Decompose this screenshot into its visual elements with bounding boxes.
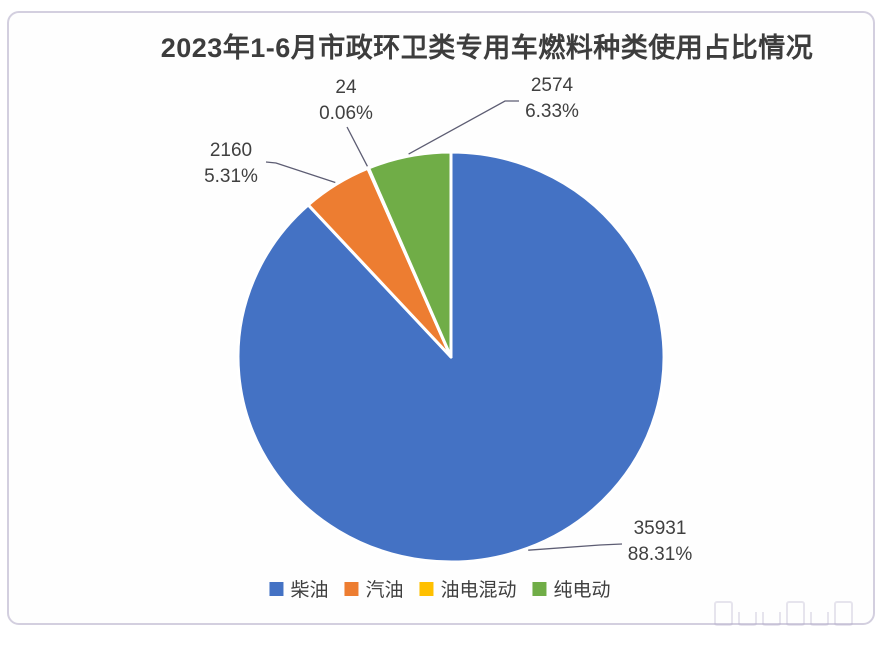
data-label-value: 2574 bbox=[530, 75, 574, 96]
data-label-percent: 0.06% bbox=[319, 103, 373, 124]
data-label-gasoline: 2160 5.31% bbox=[204, 138, 258, 190]
leader-line-electric bbox=[408, 100, 519, 155]
legend-swatch-gasoline-icon bbox=[344, 581, 359, 596]
legend-swatch-diesel-icon bbox=[269, 581, 284, 596]
data-label-value: 2160 bbox=[209, 140, 253, 161]
watermark-glyph bbox=[738, 612, 757, 626]
legend-label: 汽油 bbox=[365, 580, 404, 601]
data-label-value: 24 bbox=[335, 77, 357, 98]
watermark bbox=[714, 601, 853, 626]
legend-item-diesel: 柴油 bbox=[269, 575, 328, 602]
legend-item-hybrid: 油电混动 bbox=[419, 575, 517, 602]
watermark-glyph bbox=[762, 612, 781, 626]
watermark-glyph bbox=[810, 612, 829, 626]
watermark-glyph bbox=[834, 601, 853, 626]
watermark-glyph bbox=[786, 601, 805, 626]
data-label-percent: 6.33% bbox=[525, 101, 579, 122]
leader-line-hybrid bbox=[346, 126, 368, 167]
data-label-percent: 88.31% bbox=[627, 544, 693, 565]
legend-item-gasoline: 汽油 bbox=[344, 575, 404, 602]
legend-item-electric: 纯电动 bbox=[532, 575, 611, 602]
leader-line-gasoline bbox=[265, 161, 336, 184]
data-label-electric: 2574 6.33% bbox=[525, 73, 579, 125]
data-label-value: 35931 bbox=[633, 518, 687, 539]
watermark-glyph bbox=[714, 601, 733, 626]
legend-swatch-electric-icon bbox=[532, 581, 547, 596]
legend-label: 油电混动 bbox=[440, 580, 517, 601]
leader-line-diesel bbox=[528, 543, 623, 551]
legend-label: 柴油 bbox=[290, 580, 329, 601]
legend-swatch-hybrid-icon bbox=[419, 581, 434, 596]
legend-label: 纯电动 bbox=[553, 580, 611, 601]
chart-title: 2023年1-6月市政环卫类专用车燃料种类使用占比情况 bbox=[160, 33, 814, 63]
data-label-diesel: 35931 88.31% bbox=[628, 516, 692, 568]
pie-slice-electric bbox=[367, 150, 453, 359]
legend: 柴油 汽油 油电混动 纯电动 bbox=[269, 575, 611, 602]
data-label-percent: 5.31% bbox=[204, 166, 258, 187]
data-label-hybrid: 24 0.06% bbox=[319, 75, 373, 127]
